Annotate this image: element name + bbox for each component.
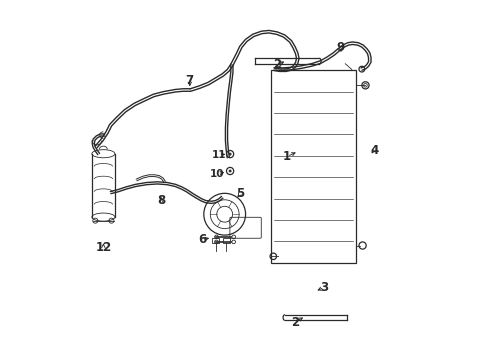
Text: 2: 2 <box>272 58 281 71</box>
Text: 5: 5 <box>236 187 244 200</box>
Text: 10: 10 <box>210 168 224 179</box>
Text: 11: 11 <box>211 150 225 160</box>
Bar <box>223 238 230 243</box>
Bar <box>212 238 219 243</box>
Text: 6: 6 <box>198 233 206 246</box>
Text: 8: 8 <box>157 194 165 207</box>
Bar <box>271 70 355 263</box>
Circle shape <box>228 170 231 172</box>
Text: 12: 12 <box>95 241 111 254</box>
Text: 2: 2 <box>290 316 298 329</box>
Text: 1: 1 <box>283 150 290 163</box>
Text: 7: 7 <box>185 75 193 87</box>
Circle shape <box>228 153 231 155</box>
Text: 4: 4 <box>369 144 377 157</box>
Text: 3: 3 <box>320 281 328 294</box>
Text: 9: 9 <box>336 41 345 54</box>
